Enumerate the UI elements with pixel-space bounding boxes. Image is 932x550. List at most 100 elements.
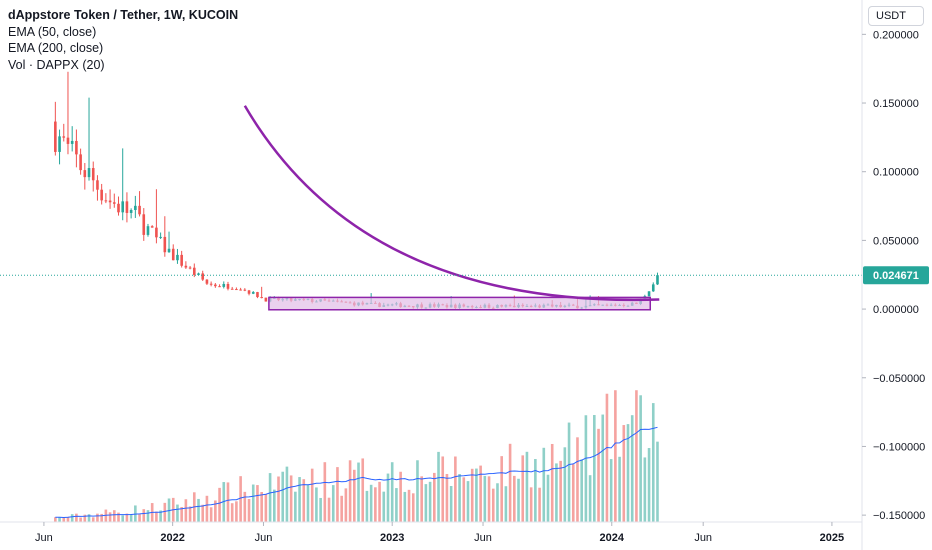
indicator-ema-50[interactable]: EMA (50, close) <box>8 24 97 39</box>
candle-body <box>121 201 125 213</box>
volume-bar <box>656 441 659 522</box>
time-axis[interactable]: Jun 2022 Jun 2023 Jun 2024 Jun 2025 <box>0 521 862 544</box>
y-tick-label: 0.100000 <box>873 167 919 179</box>
candle-body <box>134 205 137 211</box>
volume-bar <box>614 390 617 522</box>
volume-bar <box>70 514 74 522</box>
symbol-title[interactable]: dAppstore Token / Tether, 1W, KUCOIN <box>8 8 239 22</box>
candle-body <box>75 140 78 155</box>
volume-bar <box>550 443 554 522</box>
candle-body <box>70 140 74 144</box>
volume-bar <box>416 460 419 522</box>
volume-bar <box>268 473 272 522</box>
volume-bar <box>399 471 402 522</box>
x-tick-label: 2022 <box>160 532 184 544</box>
volume-bar <box>235 501 238 522</box>
candle-body <box>218 286 221 288</box>
accumulation-box <box>268 296 652 311</box>
candle-body <box>264 297 268 302</box>
volume-bar <box>538 487 541 522</box>
x-tick-label: Jun <box>694 532 712 544</box>
candle-body <box>243 289 247 291</box>
volume-bar <box>218 487 221 522</box>
volume-bar <box>226 482 230 522</box>
volume-bar <box>500 456 503 522</box>
candle-body <box>62 136 66 138</box>
candle-body <box>163 236 167 253</box>
trend-curve <box>243 105 660 302</box>
y-tick-label: −0.100000 <box>873 441 925 453</box>
volume-bar <box>197 498 200 522</box>
volume-ma-line <box>55 426 658 519</box>
volume-bar <box>454 456 457 522</box>
volume-bar <box>138 514 141 522</box>
volume-bar <box>336 467 339 522</box>
indicator-ema-200[interactable]: EMA (200, close) <box>8 41 104 55</box>
volume-bar <box>155 511 158 522</box>
candlesticks <box>54 71 659 310</box>
volume-bar <box>584 415 588 522</box>
volume-bar <box>491 488 495 522</box>
volume-bar <box>563 447 567 522</box>
volume-bar <box>323 462 327 522</box>
candle-body <box>260 297 263 299</box>
volume-bar <box>100 513 103 522</box>
indicator-volume[interactable]: Vol · DAPPX (20) <box>8 57 105 72</box>
volume-bar <box>534 459 537 522</box>
volume-bar <box>79 517 82 522</box>
volume-bar <box>129 514 133 522</box>
volume-bar <box>470 468 474 522</box>
candle-body <box>180 254 183 266</box>
volume-bar <box>239 476 242 522</box>
volume-bar <box>163 502 167 522</box>
volume-bar <box>483 475 487 522</box>
candle-body <box>142 214 146 235</box>
y-tick-label: −0.150000 <box>873 510 925 522</box>
volume-bar <box>382 491 386 522</box>
volume-bar <box>315 487 318 522</box>
candle-body <box>87 168 91 178</box>
volume-bars <box>54 390 659 522</box>
candle-body <box>209 283 213 285</box>
candle-body <box>100 189 103 201</box>
candle-body <box>656 275 659 285</box>
volume-bar <box>407 489 411 522</box>
candle-body <box>146 226 150 235</box>
volume-bar <box>576 437 579 522</box>
volume-bar <box>630 415 634 522</box>
volume-bar <box>479 465 482 522</box>
candle-body <box>91 168 95 181</box>
volume-bar <box>247 499 251 522</box>
last-price-label: 0.024671 <box>873 270 919 282</box>
candle-body <box>651 284 655 292</box>
volume-bar <box>635 390 638 522</box>
annotations[interactable] <box>0 105 862 311</box>
volume-bar <box>146 510 150 522</box>
candle-body <box>647 291 651 297</box>
currency-button[interactable]: USDT <box>868 6 924 26</box>
candle-body <box>201 273 205 280</box>
volume-bar <box>445 473 449 522</box>
price-axis[interactable]: 0.200000 0.150000 0.100000 0.050000 0.000000… <box>861 0 929 550</box>
volume-bar <box>327 497 331 522</box>
candle-body <box>235 289 238 291</box>
volume-bar <box>75 513 78 522</box>
candle-body <box>222 283 226 287</box>
candle-body <box>184 265 188 268</box>
candle-body <box>129 210 133 213</box>
candle-body <box>54 121 57 152</box>
volume-bar <box>272 489 276 522</box>
volume-bar <box>104 509 108 522</box>
candle-body <box>83 170 87 178</box>
volume-bar <box>571 464 575 522</box>
x-tick-label: 2023 <box>380 532 404 544</box>
volume-bar <box>277 476 280 522</box>
volume-bar <box>428 481 432 522</box>
volume-bar <box>87 514 91 522</box>
candle-body <box>58 136 61 152</box>
y-tick-label: 0.150000 <box>873 98 919 110</box>
candle-body <box>205 279 209 284</box>
volume-bar <box>546 474 550 522</box>
candle-body <box>192 267 196 275</box>
